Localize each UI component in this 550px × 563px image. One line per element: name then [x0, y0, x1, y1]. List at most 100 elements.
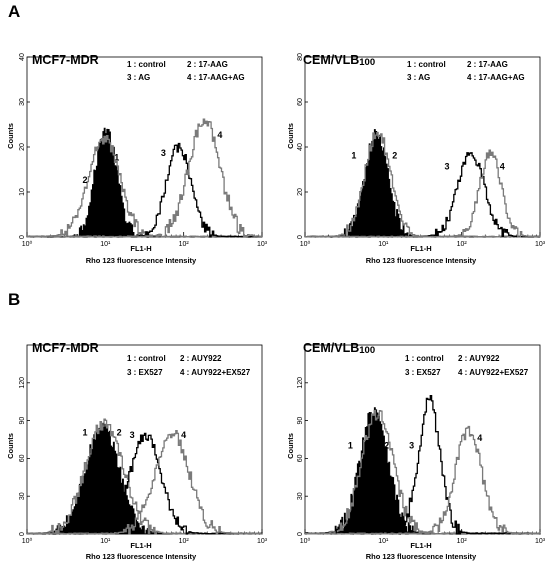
histogram-series-4: [305, 149, 541, 238]
y-tick-label: 90: [297, 417, 304, 425]
curve-label-1: 1: [82, 428, 87, 438]
chart-title: MCF7-MDR: [32, 341, 99, 355]
y-tick-label: 120: [19, 377, 26, 389]
curve-label-1: 1: [351, 150, 356, 160]
x-axis-fl1-label: FL1-H: [130, 244, 151, 253]
histogram-series-3: [305, 394, 541, 535]
x-tick-label: 10²: [457, 538, 468, 545]
legend: 1 : control 2 : 17-AAG 3 : AG 4 : 17-AAG…: [127, 60, 245, 82]
y-tick-label: 0: [297, 235, 304, 239]
y-tick-label: 120: [297, 377, 304, 389]
histogram-panel-b-mcf7: MCF7-MDR 1 : control 2 : AUY922 3 : EX52…: [6, 341, 268, 561]
x-axis-label: Rho 123 fluorescence Intensity: [86, 256, 197, 265]
legend-entry-1: 1 : control: [407, 60, 446, 69]
legend-entry-2: 2 : 17-AAG: [467, 60, 508, 69]
curve-label-4: 4: [217, 130, 222, 140]
y-axis-label: Counts: [6, 123, 15, 149]
chart-title: MCF7-MDR: [32, 53, 99, 67]
curve-label-3: 3: [409, 440, 414, 450]
y-axis-label: Counts: [6, 433, 15, 459]
histogram-series-2: [305, 132, 540, 238]
curve-label-3: 3: [161, 148, 166, 158]
legend-entry-1: 1 : control: [127, 60, 166, 69]
legend-entry-1: 1 : control: [405, 354, 444, 363]
curve-label-4: 4: [500, 162, 505, 172]
panel-letter-a: A: [8, 2, 20, 21]
legend-entry-3: 3 : AG: [127, 73, 150, 82]
histogram-panel-a-mcf7: MCF7-MDR 1 : control 2 : 17-AAG 3 : AG 4…: [6, 53, 268, 265]
y-tick-label: 40: [297, 143, 304, 151]
plot-area: 0 20 40 60 80 10⁰ 10¹ 10² 10³ 1 2 3 4: [297, 53, 546, 248]
x-axis-fl1-label: FL1-H: [410, 541, 431, 550]
y-tick-label: 20: [297, 188, 304, 196]
legend: 1 : control 2 : AUY922 3 : EX527 4 : AUY…: [127, 354, 251, 377]
histogram-series-3: [27, 142, 263, 238]
curve-label-1: 1: [114, 153, 119, 163]
histogram-series-4: [27, 118, 263, 238]
legend-entry-4: 4 : 17-AAG+AG: [467, 73, 525, 82]
plot-frame: [304, 56, 541, 238]
x-tick-label: 10⁰: [300, 537, 311, 545]
curve-label-3: 3: [130, 430, 135, 440]
histogram-series-4: [305, 425, 541, 535]
x-tick-label: 10¹: [378, 538, 389, 545]
histogram-series-1: [26, 127, 263, 238]
histogram-panel-a-cem: CEM/VLB100 1 : control 2 : 17-AAG 3 : AG…: [286, 53, 546, 265]
y-tick-label: 80: [297, 53, 304, 61]
y-axis-label: Counts: [286, 433, 295, 459]
curve-label-3: 3: [445, 162, 450, 172]
plot-area: 0 10 20 30 40 10⁰ 10¹ 10² 10³ 1 2 3 4: [19, 53, 268, 248]
y-tick-label: 90: [19, 417, 26, 425]
histogram-series-1: [26, 422, 263, 535]
y-tick-label: 0: [19, 235, 26, 239]
x-tick-label: 10¹: [100, 538, 111, 545]
x-tick-label: 10³: [535, 538, 546, 545]
y-tick-label: 0: [19, 532, 26, 536]
y-axis-label: Counts: [286, 123, 295, 149]
legend-entry-4: 4 : AUY922+EX527: [458, 368, 529, 377]
x-tick-label: 10³: [257, 538, 268, 545]
legend-entry-3: 3 : EX527: [127, 368, 163, 377]
y-tick-label: 20: [19, 143, 26, 151]
panel-letter-b: B: [8, 290, 20, 309]
x-tick-label: 10¹: [378, 241, 389, 248]
legend-entry-2: 2 : AUY922: [180, 354, 222, 363]
legend-entry-2: 2 : 17-AAG: [187, 60, 228, 69]
y-tick-label: 30: [19, 98, 26, 106]
x-axis-label: Rho 123 fluorescence Intensity: [86, 552, 197, 561]
x-tick-label: 10²: [457, 241, 468, 248]
y-tick-label: 10: [19, 188, 26, 196]
x-axis-label: Rho 123 fluorescence Intensity: [366, 256, 477, 265]
curve-label-2: 2: [117, 428, 122, 438]
chart-title: CEM/VLB100: [303, 341, 375, 356]
y-tick-label: 60: [297, 98, 304, 106]
y-tick-label: 60: [297, 454, 304, 462]
x-tick-label: 10⁰: [300, 240, 311, 248]
plot-frame: [26, 56, 263, 238]
y-tick-label: 0: [297, 532, 304, 536]
x-axis-fl1-label: FL1-H: [130, 541, 151, 550]
curve-label-4: 4: [181, 430, 186, 440]
histogram-panel-b-cem: CEM/VLB100 1 : control 2 : AUY922 3 : EX…: [286, 341, 546, 561]
x-tick-label: 10⁰: [22, 240, 33, 248]
chart-title: CEM/VLB100: [303, 53, 375, 68]
x-axis-label: Rho 123 fluorescence Intensity: [366, 552, 477, 561]
histogram-series-2: [27, 134, 263, 238]
histogram-series-2: [27, 418, 263, 535]
curve-label-2: 2: [82, 175, 87, 185]
x-tick-label: 10⁰: [22, 537, 33, 545]
legend: 1 : control 2 : AUY922 3 : EX527 4 : AUY…: [405, 354, 529, 377]
legend-entry-4: 4 : 17-AAG+AG: [187, 73, 245, 82]
x-tick-label: 10³: [257, 241, 268, 248]
legend-entry-1: 1 : control: [127, 354, 166, 363]
x-axis-fl1-label: FL1-H: [410, 244, 431, 253]
y-tick-label: 30: [19, 492, 26, 500]
legend: 1 : control 2 : 17-AAG 3 : AG 4 : 17-AAG…: [407, 60, 525, 82]
legend-entry-3: 3 : AG: [407, 73, 430, 82]
curve-label-2: 2: [392, 150, 397, 160]
x-tick-label: 10¹: [100, 241, 111, 248]
legend-entry-4: 4 : AUY922+EX527: [180, 368, 251, 377]
curve-label-4: 4: [477, 433, 482, 443]
